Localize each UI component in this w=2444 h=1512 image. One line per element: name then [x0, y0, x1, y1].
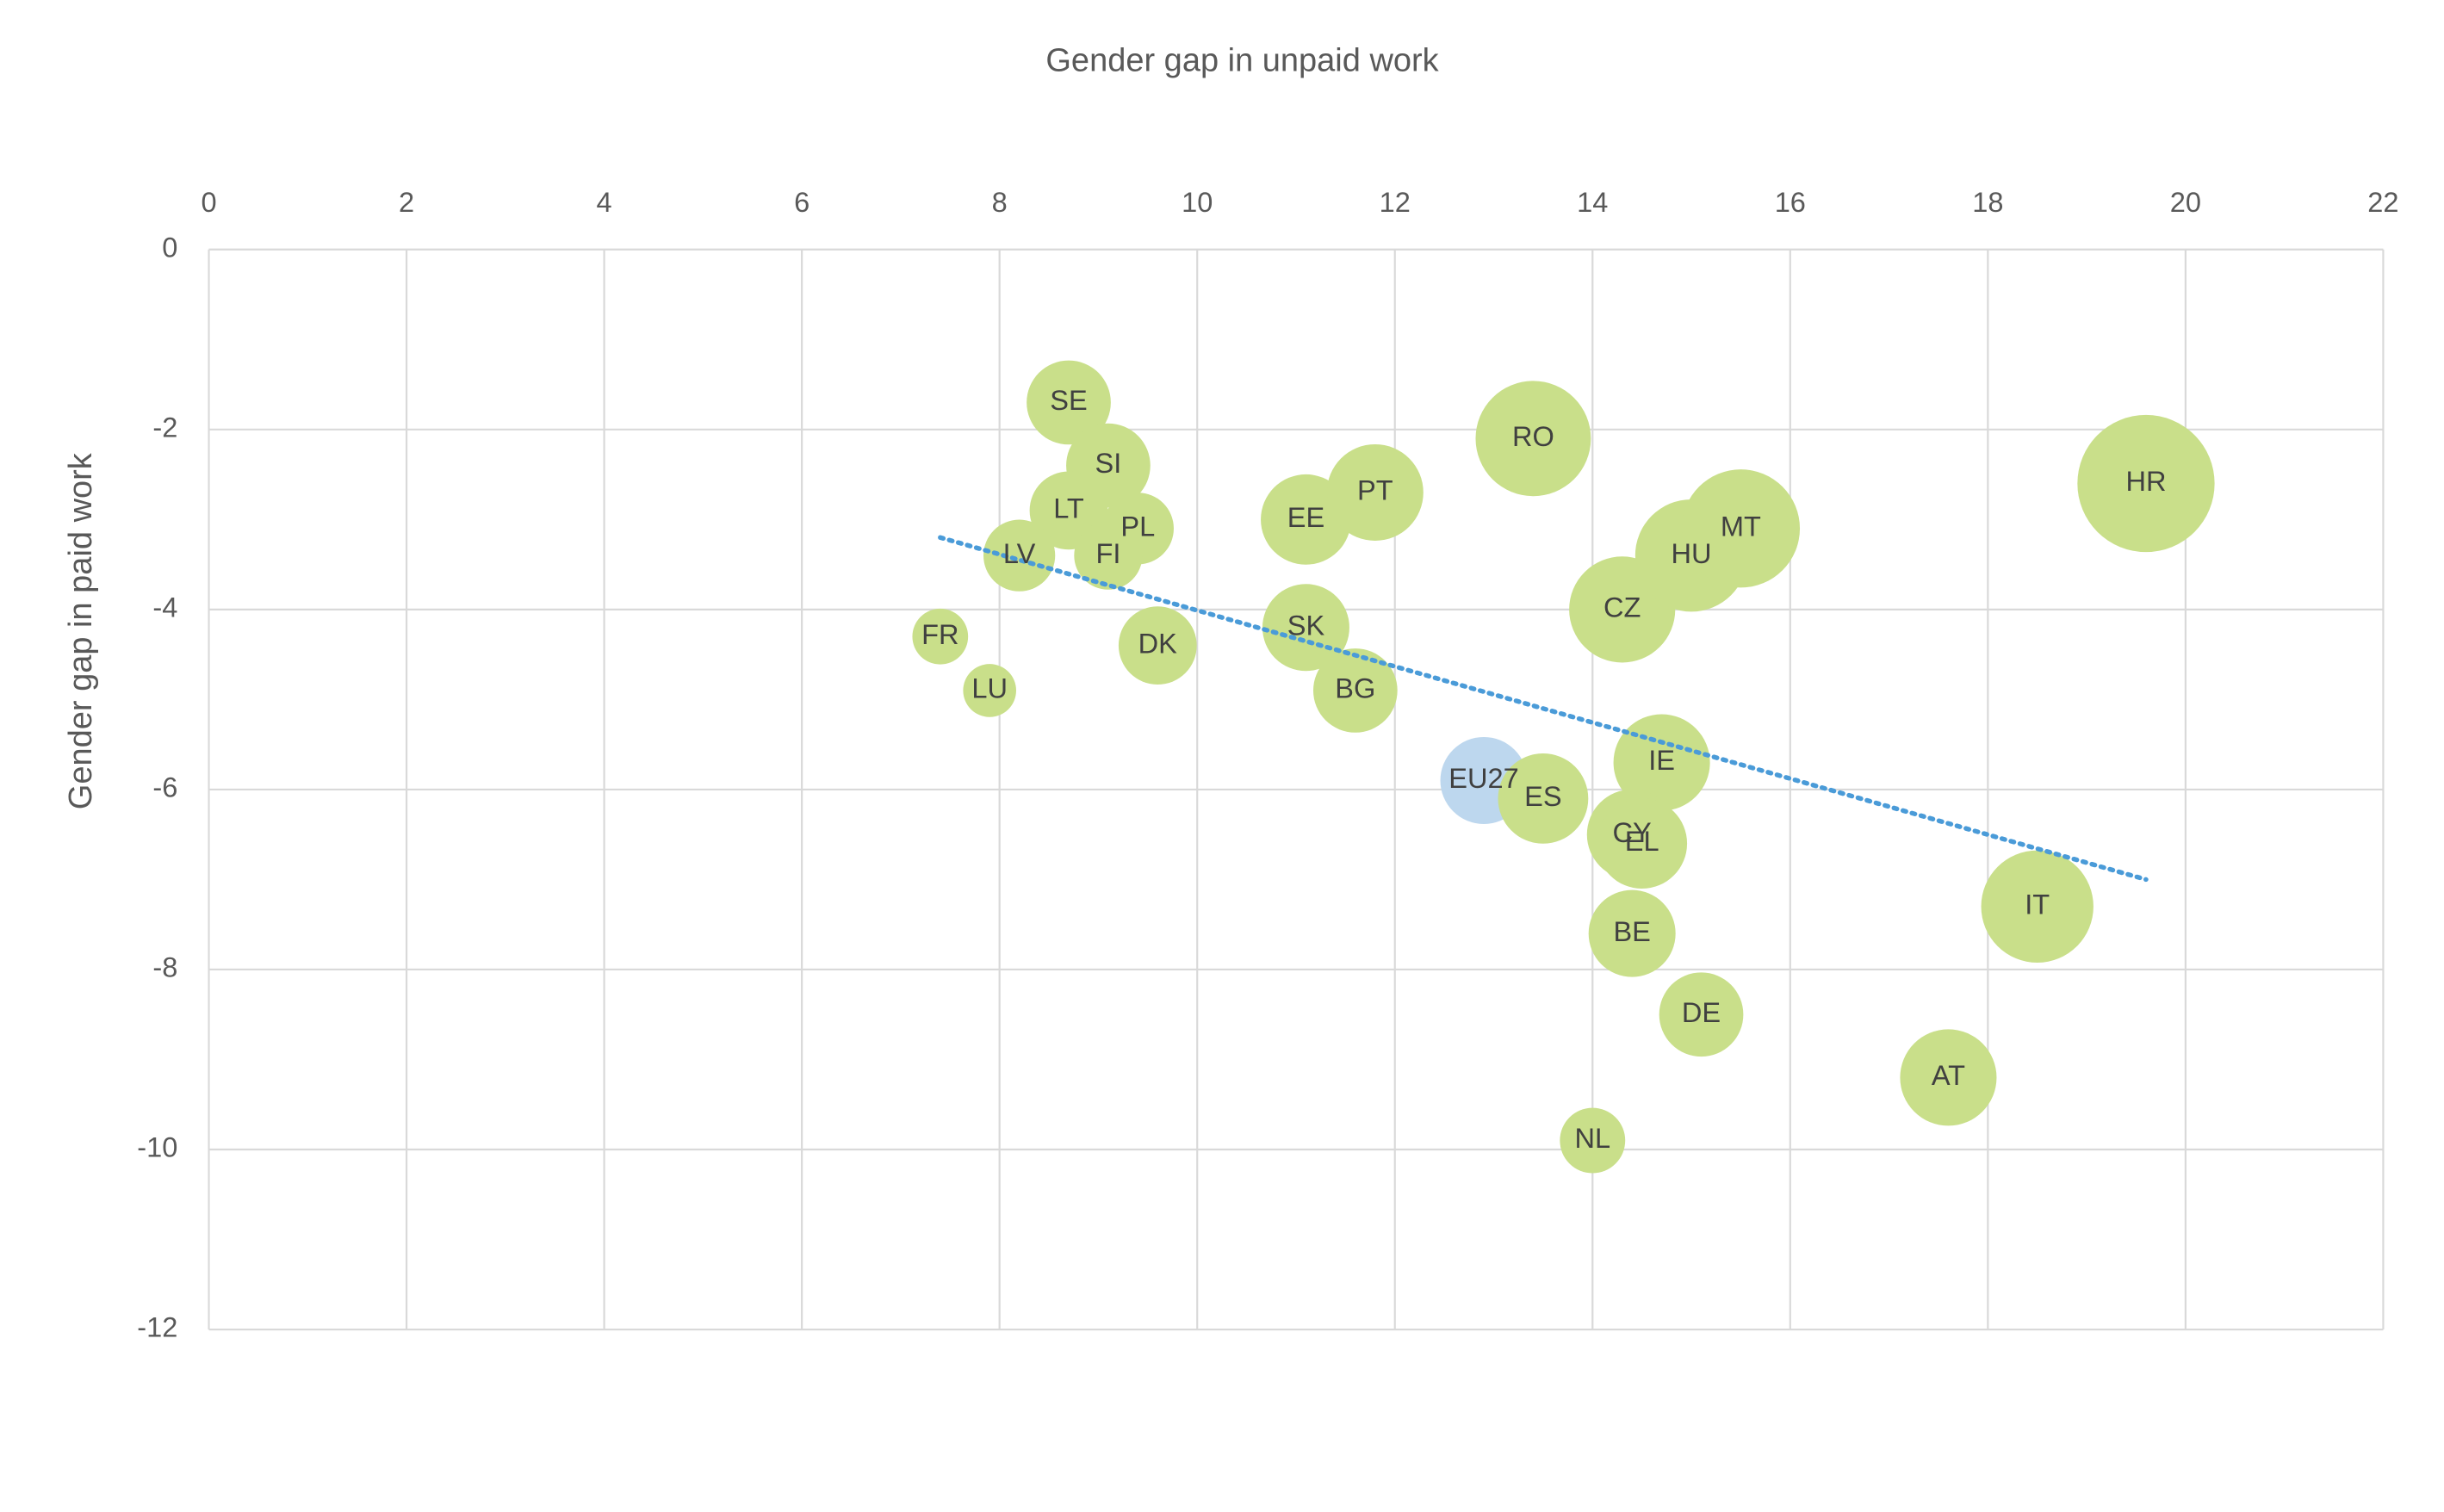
data-label: HU	[1672, 538, 1712, 569]
data-label: DK	[1138, 628, 1178, 659]
data-label: PT	[1357, 475, 1393, 506]
x-tick-label: 20	[2170, 187, 2201, 218]
bubble	[1475, 381, 1591, 497]
bubble	[1900, 1029, 1997, 1126]
data-label: LT	[1053, 493, 1084, 524]
data-label: SI	[1095, 448, 1122, 479]
bubble	[912, 608, 969, 665]
bubble	[1981, 850, 2094, 963]
data-label: BG	[1335, 673, 1375, 704]
data-label: EE	[1287, 502, 1324, 533]
data-label: NL	[1574, 1123, 1610, 1154]
x-tick-label: 10	[1182, 187, 1213, 218]
y-tick-label: -4	[152, 592, 177, 623]
bubble	[1681, 469, 1801, 588]
data-label: IT	[2025, 889, 2050, 920]
bubble	[1588, 889, 1676, 977]
data-label: RO	[1512, 421, 1554, 452]
bubble	[1659, 972, 1744, 1057]
data-label: CY	[1613, 817, 1652, 848]
x-tick-label: 4	[597, 187, 612, 218]
data-label: BE	[1613, 916, 1650, 947]
data-label: LU	[971, 673, 1008, 704]
data-label: IE	[1648, 745, 1675, 776]
data-label: DE	[1682, 997, 1721, 1028]
bubble	[1074, 521, 1143, 590]
bubble	[1498, 753, 1589, 844]
y-tick-label: -10	[137, 1132, 177, 1163]
y-tick-label: -8	[152, 952, 177, 983]
x-tick-label: 6	[794, 187, 809, 218]
bubble	[1027, 360, 1111, 445]
bubble	[1560, 1107, 1626, 1174]
x-tick-label: 16	[1775, 187, 1806, 218]
data-label: EL	[1625, 826, 1659, 857]
x-tick-label: 22	[2367, 187, 2398, 218]
y-axis-label: Gender gap in paid work	[63, 452, 99, 809]
data-label: EU27	[1448, 763, 1518, 794]
data-label: HR	[2125, 466, 2166, 497]
data-label: SE	[1050, 385, 1087, 416]
x-tick-label: 0	[201, 187, 216, 218]
bubble	[2077, 414, 2215, 553]
data-label: AT	[1932, 1060, 1965, 1091]
y-tick-label: 0	[162, 232, 177, 263]
data-label: MT	[1721, 511, 1761, 542]
x-tick-label: 14	[1577, 187, 1608, 218]
bubble	[963, 664, 1016, 717]
x-tick-label: 18	[1972, 187, 2003, 218]
data-label: ES	[1524, 781, 1561, 812]
trendline	[938, 535, 2149, 883]
data-label: PL	[1120, 511, 1155, 542]
y-tick-label: -2	[152, 412, 177, 443]
bubble	[1312, 648, 1398, 733]
data-label: FR	[921, 619, 958, 650]
x-tick-label: 8	[992, 187, 1008, 218]
bubble	[983, 519, 1056, 592]
x-tick-label: 12	[1380, 187, 1411, 218]
bubble	[1613, 714, 1710, 811]
data-label: SK	[1287, 610, 1325, 641]
x-tick-label: 2	[399, 187, 414, 218]
chart-title: Gender gap in unpaid work	[1045, 43, 1439, 79]
data-label: CZ	[1603, 592, 1641, 623]
bubble	[1326, 443, 1424, 542]
data-label: FI	[1095, 538, 1120, 569]
bubble	[1118, 606, 1197, 685]
y-tick-label: -6	[152, 772, 177, 803]
data-label: LV	[1003, 538, 1036, 569]
bubble	[1597, 798, 1688, 889]
y-tick-label: -12	[137, 1312, 177, 1343]
